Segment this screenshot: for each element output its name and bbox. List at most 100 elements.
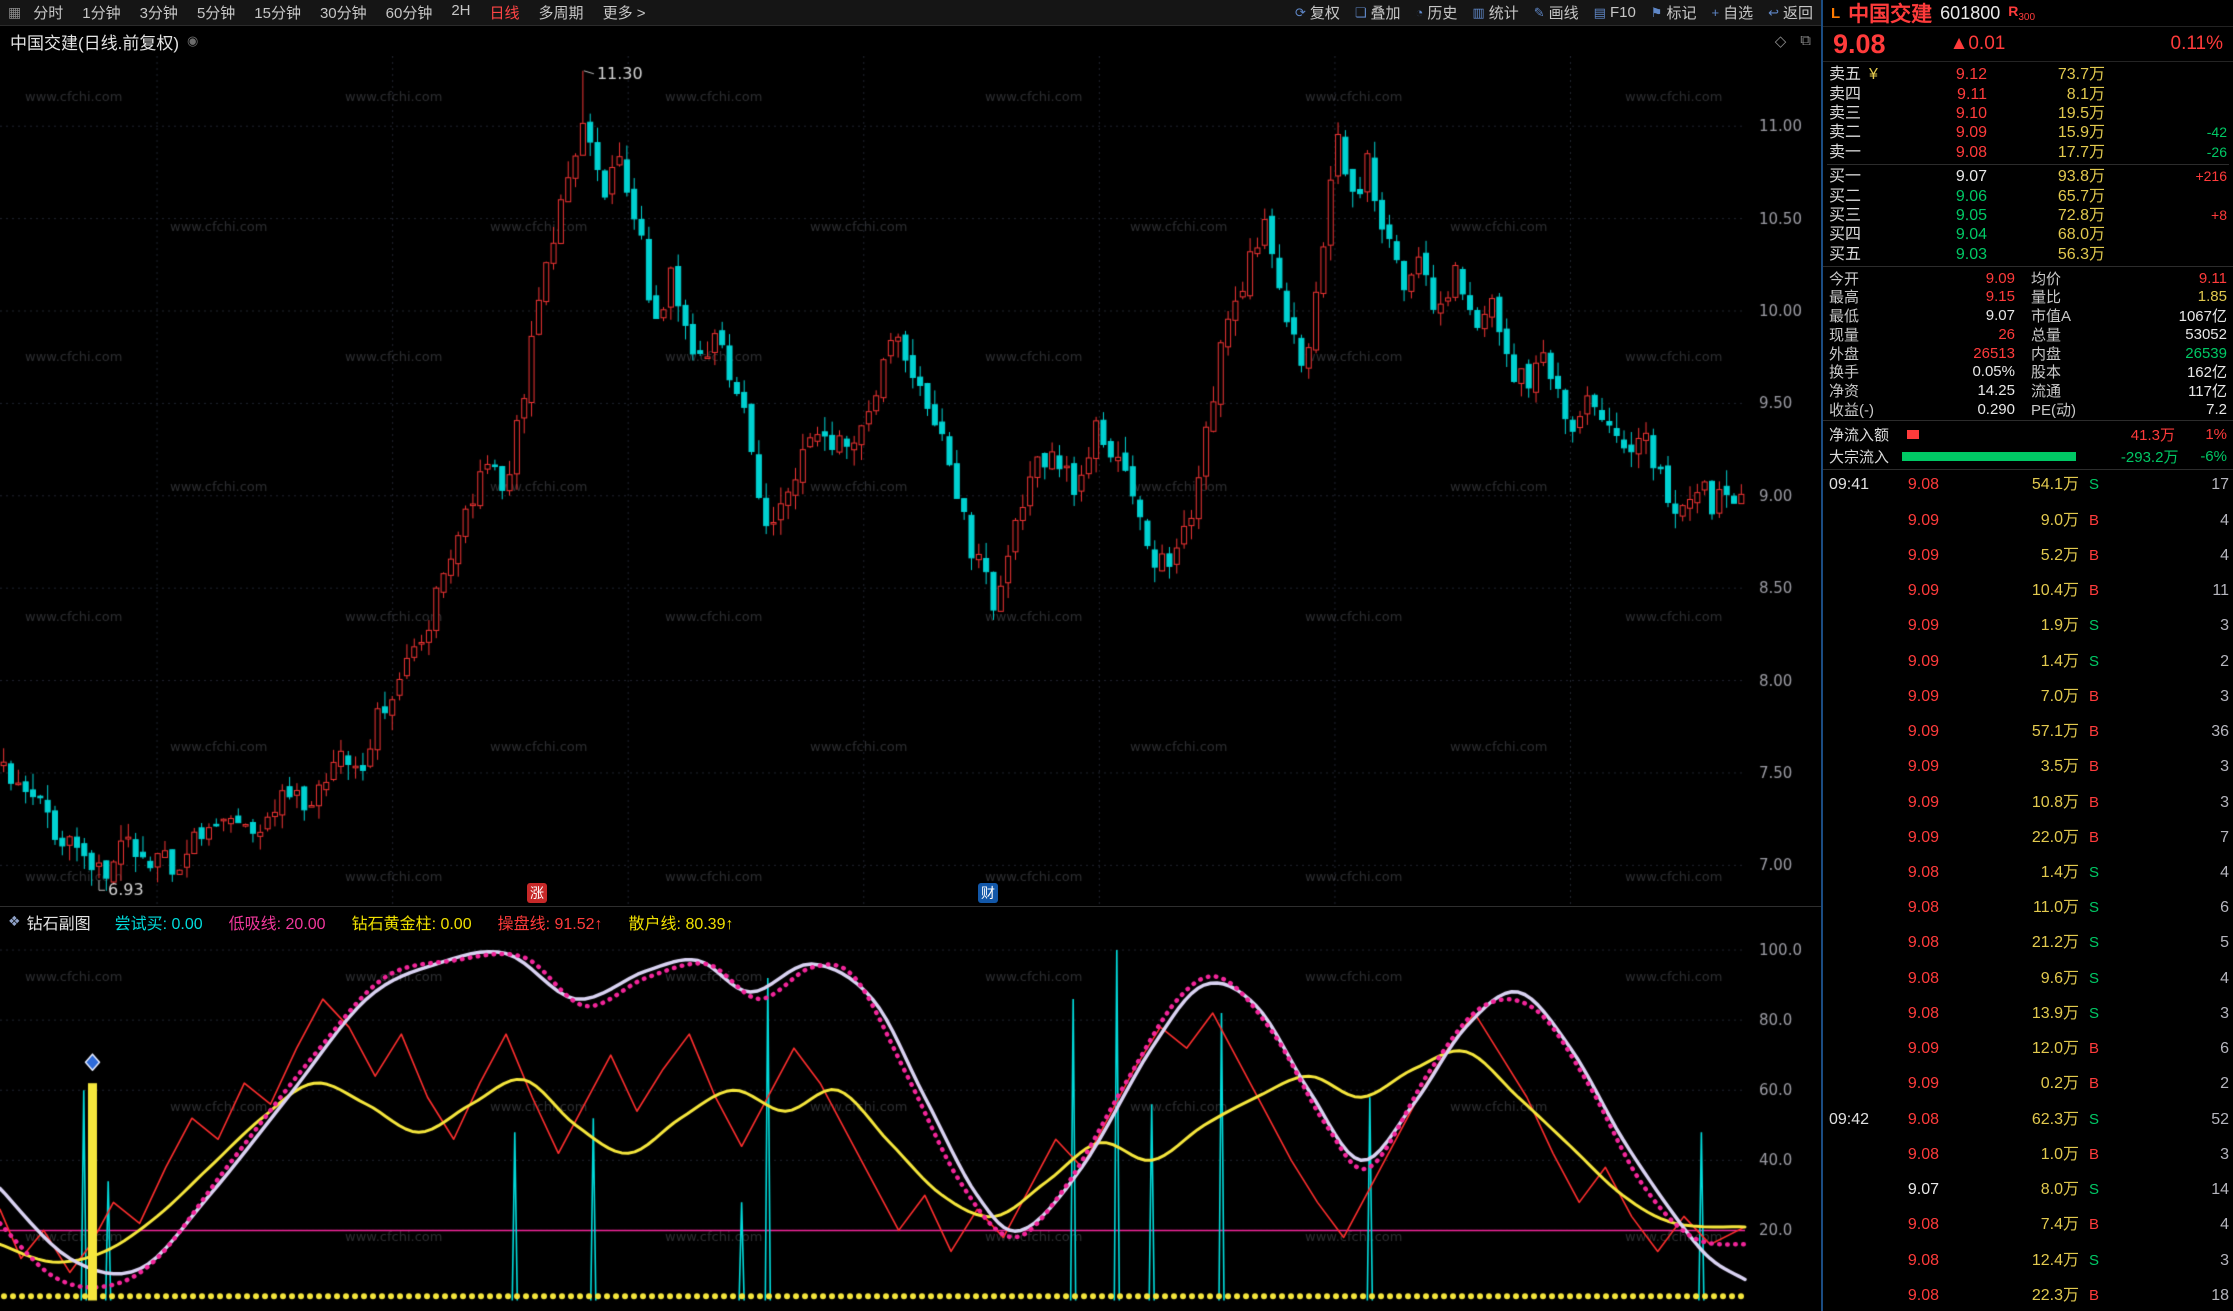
ask-row[interactable]: 卖一 9.08 17.7万 -26 bbox=[1823, 143, 2233, 162]
tick-row: 9.08 13.9万 S 3 bbox=[1829, 1004, 2229, 1023]
tick-side: B bbox=[2088, 687, 2099, 705]
bid-price: 9.05 bbox=[1955, 206, 1987, 224]
tool-叠加[interactable]: ❏ 叠加 bbox=[1354, 4, 1401, 23]
tick-side: S bbox=[2088, 1181, 2099, 1199]
period-tab[interactable]: 3分钟 bbox=[139, 5, 178, 22]
tick-row: 9.07 8.0万 S 14 bbox=[1829, 1180, 2229, 1199]
stat-label: 外盘 bbox=[1829, 345, 1860, 363]
tool-画线[interactable]: ✎ 画线 bbox=[1533, 4, 1579, 23]
stats-row: 最高 9.15 量比 1.85 bbox=[1823, 288, 2233, 307]
period-tab[interactable]: 15分钟 bbox=[254, 5, 301, 22]
event-marker-badge[interactable]: 涨 bbox=[527, 883, 547, 903]
tick-row: 09:42 9.08 62.3万 S 52 bbox=[1829, 1110, 2229, 1129]
stock-title-bar: L 中国交建 601800 R300 bbox=[1823, 0, 2233, 27]
tool-标记[interactable]: ⚑ 标记 bbox=[1650, 4, 1697, 23]
bid-row[interactable]: 买五 9.03 56.3万 bbox=[1823, 245, 2233, 264]
tick-price: 9.08 bbox=[1907, 863, 1939, 881]
画线-icon: ✎ bbox=[1533, 4, 1545, 20]
bid-price: 9.06 bbox=[1955, 187, 1987, 205]
tick-price: 9.09 bbox=[1907, 758, 1939, 776]
stats-row: 最低 9.07 市值A 1067亿 bbox=[1823, 306, 2233, 325]
ask-volume: 8.1万 bbox=[2066, 85, 2105, 103]
stock-code: 601800 bbox=[1940, 2, 2001, 23]
tick-count: 7 bbox=[2220, 828, 2229, 846]
period-tab[interactable]: 多周期 bbox=[538, 5, 584, 22]
ask-row[interactable]: 卖五 ¥9.12 73.7万 bbox=[1823, 65, 2233, 84]
stats-row: 外盘 26513 内盘 26539 bbox=[1823, 344, 2233, 363]
period-tab[interactable]: 更多 > bbox=[602, 5, 646, 22]
tick-trade-list[interactable]: 09:41 9.08 54.1万 S 17 9.09 9.0万 B 4 9.09 5.2万 B 4 9.0… bbox=[1823, 469, 2233, 1311]
period-tab[interactable]: 日线 bbox=[489, 5, 520, 22]
period-tab[interactable]: 60分钟 bbox=[385, 5, 433, 22]
period-tab[interactable]: 分时 bbox=[33, 5, 64, 22]
bid-volume: 93.8万 bbox=[2057, 168, 2105, 186]
stat-value: 9.09 bbox=[1985, 269, 2015, 287]
stats-row: 净资 14.25 流通 117亿 bbox=[1823, 381, 2233, 400]
bid-label: 买三 bbox=[1829, 206, 1862, 224]
tick-volume: 10.8万 bbox=[2031, 793, 2079, 811]
tick-volume: 1.9万 bbox=[2040, 617, 2079, 635]
ask-row[interactable]: 卖三 9.10 19.5万 bbox=[1823, 104, 2233, 123]
flow-label: 净流入额 bbox=[1829, 426, 1890, 444]
bid-row[interactable]: 买四 9.04 68.0万 bbox=[1823, 225, 2233, 244]
indicator-chart[interactable] bbox=[0, 936, 1821, 1311]
event-marker-badge[interactable]: 财 bbox=[978, 883, 998, 903]
chart-title-row: 中国交建(日线.前复权) ◉ ◇ ⧉ bbox=[0, 26, 1821, 56]
统计-icon: ▥ bbox=[1472, 4, 1485, 20]
stat-value: 162亿 bbox=[2186, 364, 2227, 382]
period-tab[interactable]: 1分钟 bbox=[82, 5, 121, 22]
tick-side: B bbox=[2088, 1286, 2099, 1304]
tick-count: 3 bbox=[2220, 793, 2229, 811]
tick-row: 9.09 12.0万 B 6 bbox=[1829, 1039, 2229, 1058]
stat-label: 净资 bbox=[1829, 382, 1860, 400]
float-window-icon[interactable]: ⧉ bbox=[1800, 32, 1811, 49]
bid-label: 买四 bbox=[1829, 226, 1862, 244]
tick-count: 52 bbox=[2211, 1110, 2229, 1128]
layout-grid-icon[interactable]: ▦ bbox=[8, 4, 22, 20]
stat-value: 117亿 bbox=[2188, 382, 2227, 400]
tool-统计[interactable]: ▥ 统计 bbox=[1472, 4, 1519, 23]
indicator-stat: 尝试买: 0.00 bbox=[114, 915, 203, 933]
tick-row: 9.09 9.0万 B 4 bbox=[1829, 511, 2229, 530]
ask-price: 9.12 bbox=[1955, 66, 1987, 84]
stat-label: 量比 bbox=[2031, 289, 2062, 307]
tool-复权[interactable]: ⟳ 复权 bbox=[1294, 4, 1340, 23]
tick-count: 3 bbox=[2220, 687, 2229, 705]
favorite-diamond-icon[interactable]: ◇ bbox=[1774, 33, 1787, 50]
tick-price: 9.09 bbox=[1907, 793, 1939, 811]
stat-label: 市值A bbox=[2031, 308, 2072, 326]
chart-settings-icon[interactable]: ◉ bbox=[187, 33, 199, 48]
tick-row: 09:41 9.08 54.1万 S 17 bbox=[1829, 475, 2229, 494]
ask-row[interactable]: 卖四 9.11 8.1万 bbox=[1823, 84, 2233, 103]
tick-volume: 1.4万 bbox=[2040, 863, 2079, 881]
bid-row[interactable]: 买二 9.06 65.7万 bbox=[1823, 186, 2233, 205]
indicator-title-wrap[interactable]: ❖ 钻石副图 bbox=[8, 910, 91, 934]
tick-price: 9.08 bbox=[1907, 1286, 1939, 1304]
daily-candlestick-canvas[interactable] bbox=[0, 56, 1821, 906]
tick-price: 9.08 bbox=[1907, 1004, 1939, 1022]
toolbar-tools: ⟳ 复权 ❏ 叠加 ◔ 历史 ▥ 统计 ✎ 画线 ▤ F10 ⚑ 标记 + 自选 ↩ 返回 bbox=[1280, 2, 1813, 23]
tick-price: 9.08 bbox=[1907, 1145, 1939, 1163]
tool-自选[interactable]: + 自选 bbox=[1711, 5, 1754, 22]
ask-row[interactable]: 卖二 9.09 15.9万 -42 bbox=[1823, 123, 2233, 142]
tick-side: B bbox=[2088, 582, 2099, 600]
period-tab[interactable]: 30分钟 bbox=[319, 5, 367, 22]
tick-count: 18 bbox=[2211, 1286, 2229, 1304]
tick-volume: 54.1万 bbox=[2031, 476, 2079, 494]
tick-volume: 22.0万 bbox=[2031, 828, 2079, 846]
tool-历史[interactable]: ◔ 历史 bbox=[1415, 5, 1458, 22]
period-tab[interactable]: 2H bbox=[451, 2, 471, 19]
indicator-canvas[interactable] bbox=[0, 936, 1821, 1311]
tick-side: S bbox=[2088, 934, 2099, 952]
tool-返回[interactable]: ↩ 返回 bbox=[1768, 4, 1813, 23]
bid-row[interactable]: 买三 9.05 72.8万 +8 bbox=[1823, 206, 2233, 225]
last-price: 9.08 bbox=[1833, 28, 1886, 59]
order-book: 卖五 ¥9.12 73.7万 卖四 9.11 8.1万 卖三 9.10 19.5万 卖二 9.09 1… bbox=[1823, 62, 2233, 266]
bid-row[interactable]: 买一 9.07 93.8万 +216 bbox=[1823, 167, 2233, 186]
daily-candlestick-chart[interactable]: 涨财 bbox=[0, 56, 1821, 906]
ask-delta: -42 bbox=[2206, 124, 2227, 141]
tick-volume: 9.0万 bbox=[2040, 511, 2079, 529]
tool-F10[interactable]: ▤ F10 bbox=[1593, 4, 1636, 21]
period-tab[interactable]: 5分钟 bbox=[196, 5, 236, 22]
stats-row: 今开 9.09 均价 9.11 bbox=[1823, 269, 2233, 288]
